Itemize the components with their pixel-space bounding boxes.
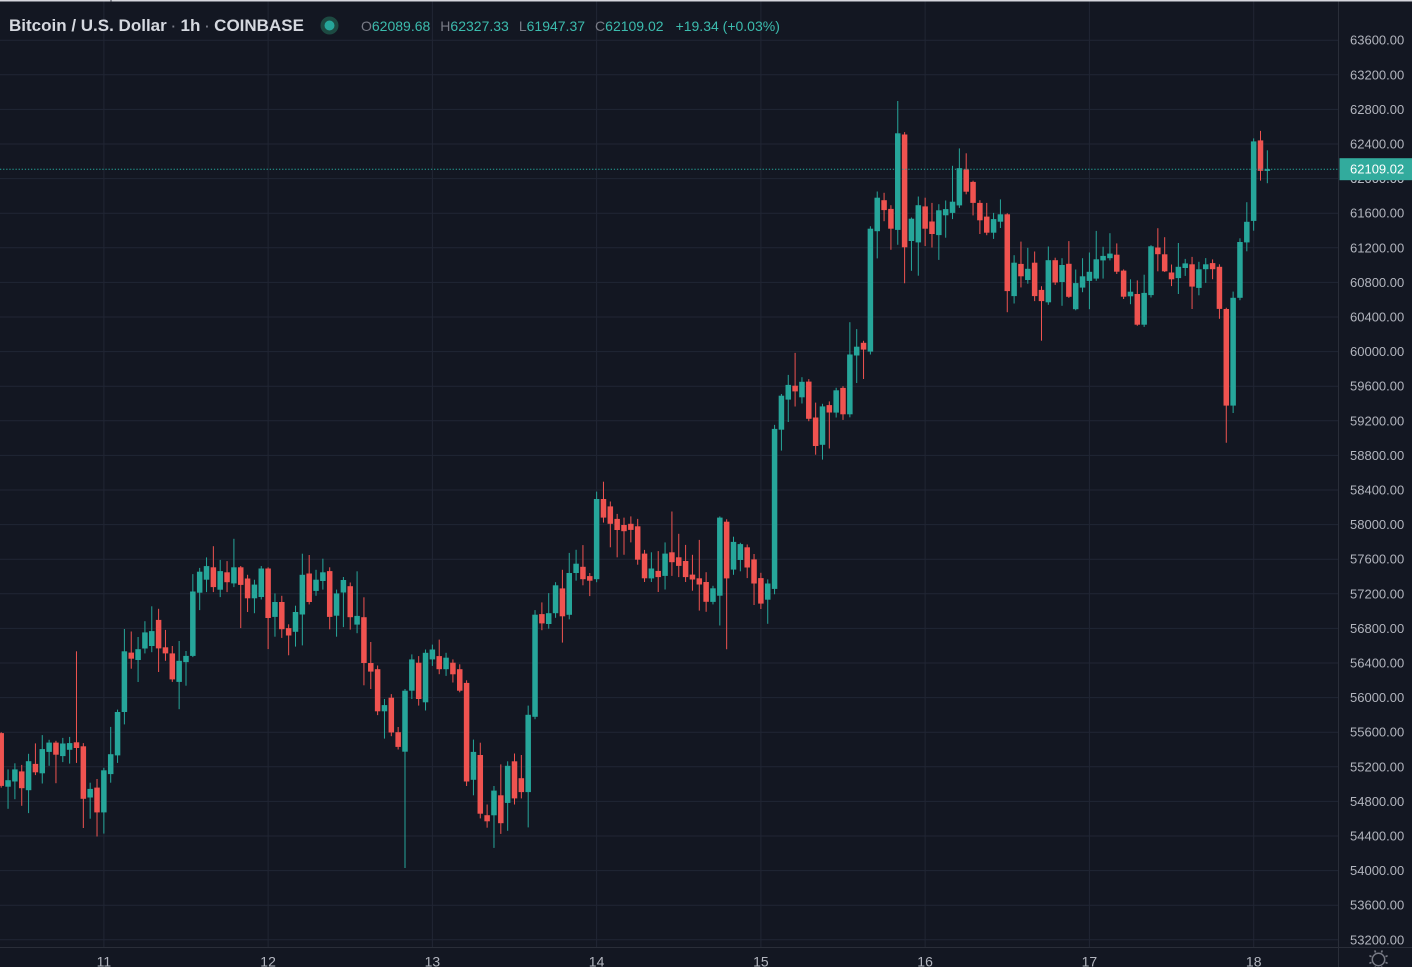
svg-text:58800.00: 58800.00: [1350, 448, 1404, 463]
svg-text:55200.00: 55200.00: [1350, 759, 1404, 774]
svg-text:15: 15: [753, 954, 769, 967]
svg-text:61600.00: 61600.00: [1350, 206, 1404, 221]
svg-text:59200.00: 59200.00: [1350, 413, 1404, 428]
svg-text:55600.00: 55600.00: [1350, 725, 1404, 740]
svg-text:57600.00: 57600.00: [1350, 552, 1404, 567]
svg-text:56000.00: 56000.00: [1350, 690, 1404, 705]
svg-text:62800.00: 62800.00: [1350, 102, 1404, 117]
svg-text:60800.00: 60800.00: [1350, 275, 1404, 290]
svg-text:14: 14: [589, 954, 605, 967]
svg-text:Bitcoin / U.S. Dollar · 1h · C: Bitcoin / U.S. Dollar · 1h · COINBASE: [9, 16, 304, 35]
svg-text:57200.00: 57200.00: [1350, 586, 1404, 601]
svg-text:63200.00: 63200.00: [1350, 67, 1404, 82]
svg-text:54800.00: 54800.00: [1350, 794, 1404, 809]
svg-text:17: 17: [1082, 954, 1098, 967]
svg-text:13: 13: [425, 954, 441, 967]
svg-text:53600.00: 53600.00: [1350, 898, 1404, 913]
svg-text:11: 11: [97, 954, 112, 967]
svg-text:53200.00: 53200.00: [1350, 932, 1404, 947]
svg-text:18: 18: [1246, 954, 1262, 967]
svg-text:59600.00: 59600.00: [1350, 379, 1404, 394]
svg-text:58000.00: 58000.00: [1350, 517, 1404, 532]
svg-text:61200.00: 61200.00: [1350, 240, 1404, 255]
svg-text:56400.00: 56400.00: [1350, 656, 1404, 671]
svg-text:54400.00: 54400.00: [1350, 829, 1404, 844]
svg-text:54000.00: 54000.00: [1350, 863, 1404, 878]
svg-text:56800.00: 56800.00: [1350, 621, 1404, 636]
svg-text:60000.00: 60000.00: [1350, 344, 1404, 359]
svg-text:16: 16: [917, 954, 933, 967]
svg-text:63600.00: 63600.00: [1350, 33, 1404, 48]
svg-text:62109.02: 62109.02: [1350, 162, 1404, 177]
svg-text:12: 12: [260, 954, 276, 967]
svg-text:58400.00: 58400.00: [1350, 483, 1404, 498]
svg-text:60400.00: 60400.00: [1350, 310, 1404, 325]
svg-text:62400.00: 62400.00: [1350, 137, 1404, 152]
